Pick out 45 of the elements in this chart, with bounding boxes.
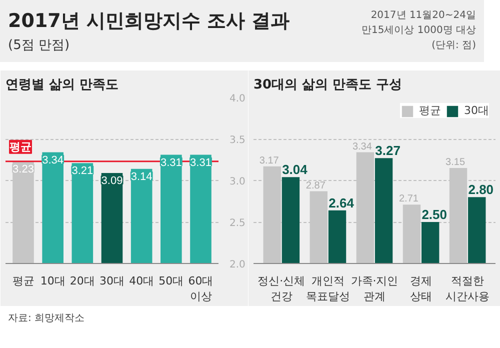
x-tick-label: 평균 xyxy=(12,274,34,288)
x-tick-label: 50대 xyxy=(158,274,184,288)
y-tick-label: 2.0 xyxy=(230,260,246,270)
x-tick-label: 개인적 목표달성 xyxy=(306,274,350,304)
data-label: 2.87 xyxy=(306,180,326,192)
data-label: 3.27 xyxy=(375,143,400,158)
chart-title: 연령별 삶의 만족도 xyxy=(6,78,119,92)
text: 2017년 11월20~24일 xyxy=(370,9,476,23)
text: (5점 만점) xyxy=(8,37,71,56)
x-tick-label: 가족·지인 관계 xyxy=(350,274,398,304)
x-tick-label: 경제 상태 xyxy=(410,274,432,304)
legend-label: 평균 xyxy=(419,103,441,118)
x-tick-label: 10대 xyxy=(40,274,66,288)
y-tick-label: 4.0 xyxy=(230,94,246,104)
data-label: 3.04 xyxy=(282,162,308,178)
x-tick-label: 정신·신체 건강 xyxy=(258,274,306,304)
x-tick-label: 적절한 시간사용 xyxy=(446,274,490,304)
x-tick-label: 20대 xyxy=(70,274,95,288)
y-tick-label: 3.5 xyxy=(230,135,246,146)
data-label: 2.64 xyxy=(328,195,355,210)
data-label: 3.14 xyxy=(130,170,152,183)
x-tick-label: 40대 xyxy=(129,274,154,288)
data-label: 3.09 xyxy=(101,175,123,188)
y-tick-label: 2.5 xyxy=(230,218,246,229)
text: 2017년 시민희망지수 조사 결과 xyxy=(8,9,290,34)
data-label: 2.50 xyxy=(422,207,448,222)
data-label: 3.23 xyxy=(12,163,34,176)
text: 만15세이상 1000명 대상 xyxy=(361,24,476,38)
y-tick-label: 3.0 xyxy=(230,176,246,188)
data-label: 3.31 xyxy=(190,156,212,169)
ref-line-label: 평균 xyxy=(10,140,32,154)
data-label: 2.80 xyxy=(468,182,494,198)
data-label: 3.34 xyxy=(352,141,372,152)
data-label: 3.34 xyxy=(42,154,64,166)
data-label: 3.15 xyxy=(446,157,466,168)
text: (단위: 점) xyxy=(430,39,476,53)
x-tick-label: 30대 xyxy=(100,274,124,288)
data-label: 3.17 xyxy=(259,155,280,166)
x-tick-label: 60대 이상 xyxy=(188,274,214,304)
data-label: 2.71 xyxy=(399,194,419,205)
data-label: 3.21 xyxy=(72,165,94,178)
text: 자료: 희망제작소 xyxy=(7,312,86,326)
chart-title: 30대의 삶의 만족도 구성 xyxy=(254,78,402,92)
data-label: 3.31 xyxy=(160,156,182,169)
legend-label: 30대 xyxy=(464,103,489,118)
